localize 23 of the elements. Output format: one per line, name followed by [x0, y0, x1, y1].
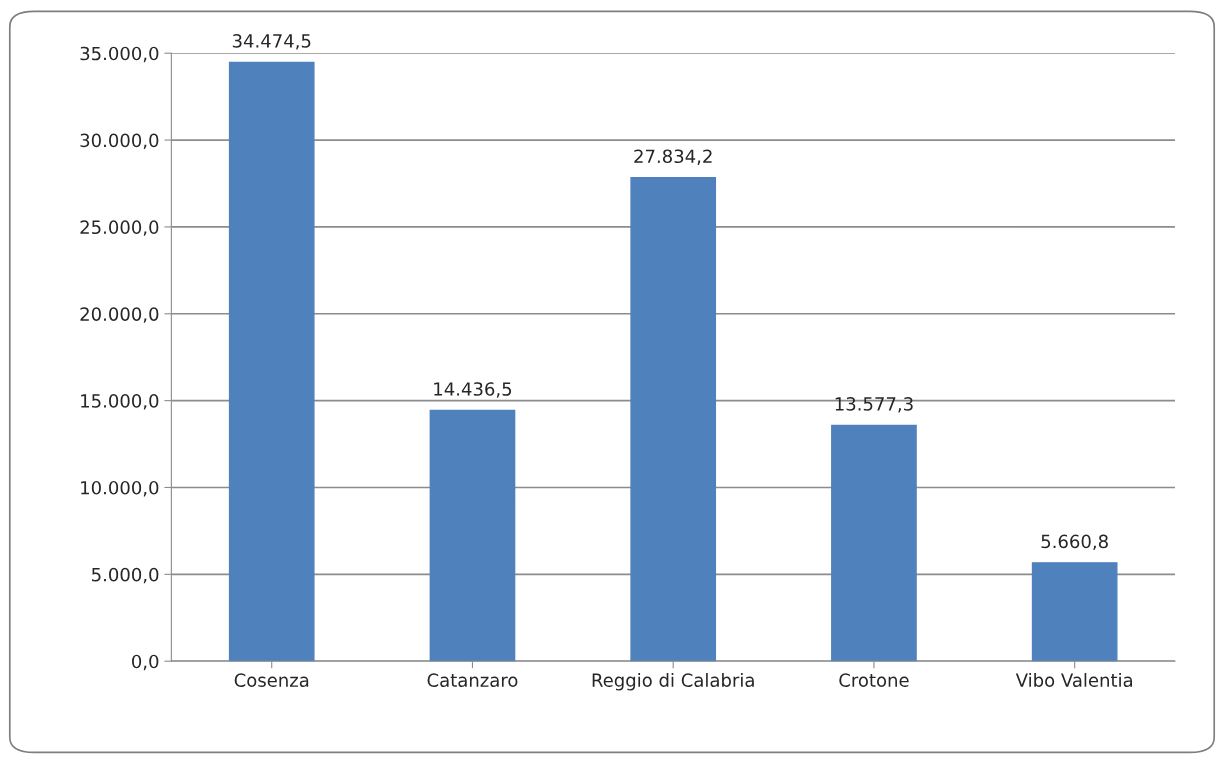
y-tick-label: 30.000,0	[80, 133, 159, 150]
y-tick-label: 10.000,0	[81, 480, 159, 497]
data-label: 34.474,5	[232, 34, 311, 50]
bar	[228, 61, 315, 662]
data-label: 27.834,2	[634, 149, 712, 165]
data-label: 5.660,8	[1041, 534, 1108, 551]
x-tick-label: Reggio di Calabria	[592, 673, 754, 691]
bar	[429, 409, 516, 662]
y-tick-label: 20.000,0	[80, 307, 159, 323]
y-tick-label: 35.000,0	[80, 46, 159, 63]
bar	[831, 424, 917, 662]
bar	[630, 176, 717, 662]
x-tick-label: Catanzaro	[427, 673, 518, 687]
bar	[1031, 562, 1118, 662]
x-tick-label: Vibo Valentia	[1015, 673, 1133, 687]
y-tick-label: 5.000,0	[92, 567, 159, 584]
y-tick-label: 25.000,0	[80, 220, 159, 236]
x-tick-label: Cosenza	[234, 673, 309, 687]
y-tick-label: 15.000,0	[81, 394, 159, 410]
y-tick-label: 0,0	[132, 654, 159, 671]
x-tick-label: Crotone	[839, 673, 909, 687]
data-label: 14.436,5	[434, 382, 512, 398]
data-label: 13.577,3	[835, 397, 913, 413]
